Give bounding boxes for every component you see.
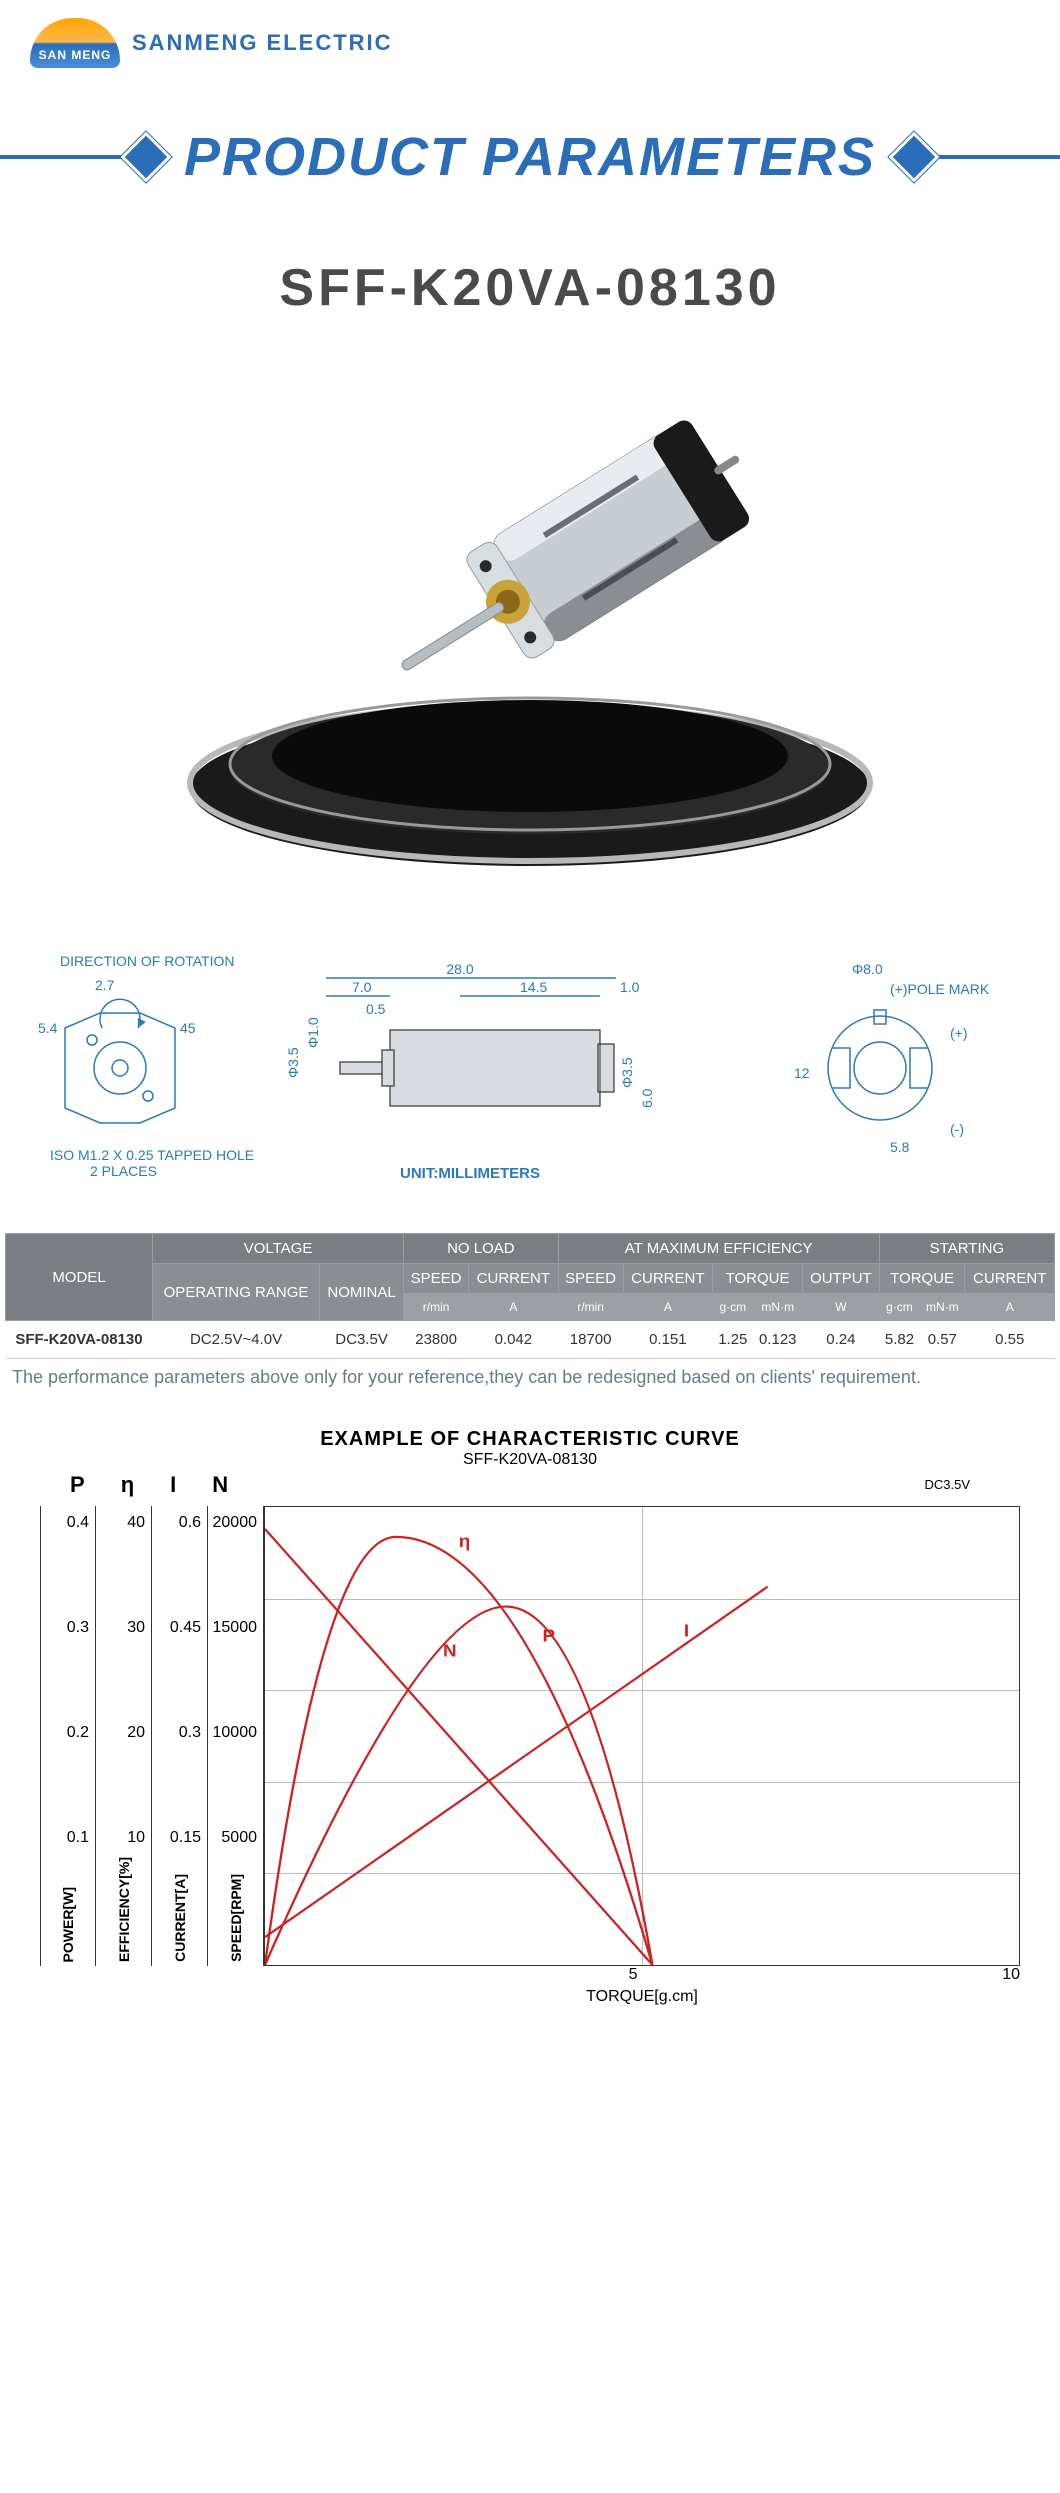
- svg-text:1.0: 1.0: [620, 979, 640, 995]
- svg-text:7.0: 7.0: [352, 979, 372, 995]
- svg-text:Φ8.0: Φ8.0: [852, 961, 883, 977]
- svg-text:28.0: 28.0: [446, 961, 473, 977]
- svg-text:η: η: [459, 1530, 471, 1550]
- svg-text:P: P: [543, 1625, 556, 1645]
- svg-text:(+): (+): [950, 1025, 968, 1041]
- model-heading: SFF-K20VA-08130: [0, 258, 1060, 318]
- diamond-icon: [889, 132, 940, 183]
- characteristic-chart: EXAMPLE OF CHARACTERISTIC CURVE SFF-K20V…: [40, 1428, 1020, 2006]
- svg-text:2.7: 2.7: [95, 977, 115, 993]
- table-row: SFF-K20VA-08130 DC2.5V~4.0VDC3.5V 238000…: [6, 1321, 1055, 1359]
- svg-text:(+)POLE MARK: (+)POLE MARK: [890, 981, 990, 997]
- svg-text:2 PLACES: 2 PLACES: [90, 1163, 157, 1179]
- product-render: [0, 348, 1060, 888]
- logo-badge: SAN MENG: [30, 18, 120, 68]
- plot-area: NIηP: [264, 1506, 1020, 1966]
- title-band: PRODUCT PARAMETERS: [0, 126, 1060, 188]
- svg-text:Φ3.5: Φ3.5: [619, 1057, 635, 1088]
- spec-table: MODEL VOLTAGE NO LOAD AT MAXIMUM EFFICIE…: [5, 1233, 1055, 1359]
- svg-text:DIRECTION OF ROTATION: DIRECTION OF ROTATION: [60, 953, 234, 969]
- note-text: The performance parameters above only fo…: [12, 1367, 1048, 1388]
- company-name: SANMENG ELECTRIC: [132, 30, 393, 56]
- svg-text:5.4: 5.4: [38, 1020, 58, 1036]
- svg-text:Φ1.0: Φ1.0: [305, 1017, 321, 1048]
- svg-text:6.0: 6.0: [639, 1088, 655, 1108]
- page-title: PRODUCT PARAMETERS: [170, 126, 890, 188]
- svg-text:Φ3.5: Φ3.5: [285, 1047, 301, 1078]
- diamond-icon: [121, 132, 172, 183]
- svg-text:UNIT:MILLIMETERS: UNIT:MILLIMETERS: [400, 1165, 540, 1182]
- technical-drawing: DIRECTION OF ROTATION 2.7 5.4 45 ISO M1.…: [30, 948, 1030, 1223]
- svg-text:I: I: [684, 1620, 689, 1640]
- svg-text:12: 12: [794, 1065, 810, 1081]
- svg-text:45: 45: [180, 1020, 196, 1036]
- svg-text:14.5: 14.5: [520, 979, 547, 995]
- svg-text:0.5: 0.5: [366, 1001, 386, 1017]
- svg-text:ISO M1.2 X 0.25 TAPPED HOLE: ISO M1.2 X 0.25 TAPPED HOLE: [50, 1147, 254, 1163]
- svg-text:(-): (-): [950, 1121, 964, 1137]
- svg-text:5.8: 5.8: [890, 1139, 910, 1155]
